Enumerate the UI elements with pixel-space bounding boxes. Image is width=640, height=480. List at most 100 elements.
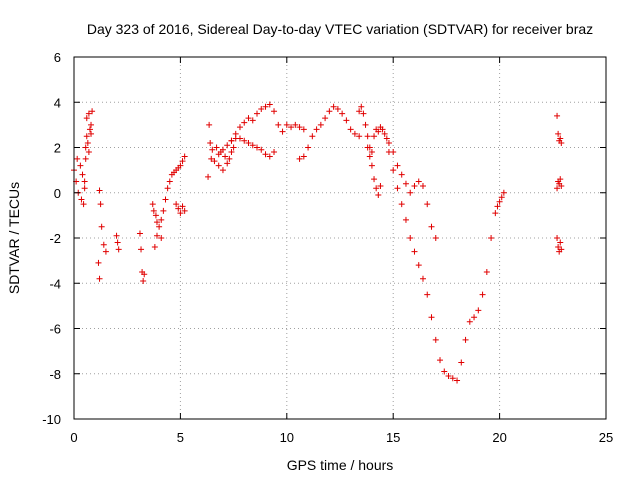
data-point (156, 223, 163, 230)
data-point (377, 182, 384, 189)
data-point (330, 103, 337, 110)
data-point (164, 185, 171, 192)
data-point (224, 160, 231, 167)
data-point (266, 101, 273, 108)
data-point (98, 223, 105, 230)
data-point (375, 192, 382, 199)
data-point (375, 128, 382, 135)
data-point (241, 119, 248, 126)
data-point (309, 133, 316, 140)
data-point (140, 277, 147, 284)
data-point (402, 180, 409, 187)
data-points (71, 101, 565, 384)
data-point (383, 135, 390, 142)
data-point (458, 359, 465, 366)
data-point (379, 126, 386, 133)
data-point (449, 375, 456, 382)
axis-tick-labels: 0 5 10 15 20 25 -10 -8 -6 -4 -2 0 2 4 6 (42, 50, 613, 445)
data-point (445, 373, 452, 380)
data-point (358, 103, 365, 110)
data-point (317, 121, 324, 128)
data-point (215, 162, 222, 169)
data-point (232, 130, 239, 137)
data-point (177, 162, 184, 169)
y-axis-label: SDTVAR / TECUs (6, 182, 22, 294)
data-point (305, 144, 312, 151)
data-point (288, 124, 295, 131)
data-point (152, 212, 159, 219)
x-axis-label: GPS time / hours (287, 457, 394, 473)
data-point (83, 133, 90, 140)
data-point (368, 149, 375, 156)
data-point (394, 162, 401, 169)
data-point (555, 130, 562, 137)
y-tick-label: -8 (49, 367, 61, 382)
data-point (407, 235, 414, 241)
data-point (351, 130, 358, 137)
data-point (554, 235, 561, 241)
data-point (245, 139, 252, 146)
data-point (113, 232, 120, 239)
data-point (166, 178, 173, 185)
data-point (266, 153, 273, 160)
data-point (262, 151, 269, 158)
data-point (254, 144, 261, 151)
data-point (385, 149, 392, 156)
data-point (494, 203, 501, 210)
data-point (462, 336, 469, 343)
data-point (181, 153, 188, 160)
data-point (555, 244, 562, 251)
data-point (141, 271, 148, 278)
data-point (466, 318, 473, 325)
data-point (208, 155, 215, 162)
data-point (373, 185, 380, 192)
data-point (441, 368, 448, 375)
data-point (258, 106, 265, 113)
data-point (366, 153, 373, 160)
data-point (271, 149, 278, 156)
data-point (88, 121, 95, 128)
y-tick-label: -4 (49, 276, 61, 291)
data-point (362, 121, 369, 128)
y-tick-label: 0 (54, 186, 61, 201)
data-point (322, 115, 329, 122)
data-point (407, 189, 414, 196)
data-point (158, 216, 165, 223)
data-point (77, 162, 84, 169)
data-point (437, 357, 444, 364)
data-point (498, 194, 505, 201)
data-point (230, 144, 237, 151)
data-point (557, 135, 564, 142)
data-point (428, 314, 435, 321)
data-point (424, 201, 431, 208)
data-point (211, 158, 218, 165)
data-point (557, 239, 564, 246)
data-point (558, 182, 565, 189)
data-point (368, 162, 375, 169)
data-point (215, 151, 222, 158)
data-point (475, 307, 482, 314)
y-tick-label: 6 (54, 50, 61, 65)
data-point (300, 126, 307, 133)
data-point (424, 291, 431, 298)
data-point (83, 115, 90, 122)
x-tick-label: 25 (599, 430, 613, 445)
data-point (479, 291, 486, 298)
data-point (158, 235, 165, 241)
data-point (347, 126, 354, 133)
data-point (554, 112, 561, 119)
data-point (224, 142, 231, 149)
data-point (390, 167, 397, 174)
data-point (85, 110, 92, 117)
grid-layer (74, 57, 606, 419)
data-point (385, 139, 392, 146)
data-point (97, 201, 104, 208)
data-point (115, 246, 122, 253)
y-tick-label: -10 (42, 412, 61, 427)
data-point (249, 142, 256, 149)
data-point (100, 241, 107, 248)
data-point (356, 133, 363, 140)
data-point (262, 103, 269, 110)
data-point (95, 259, 102, 266)
